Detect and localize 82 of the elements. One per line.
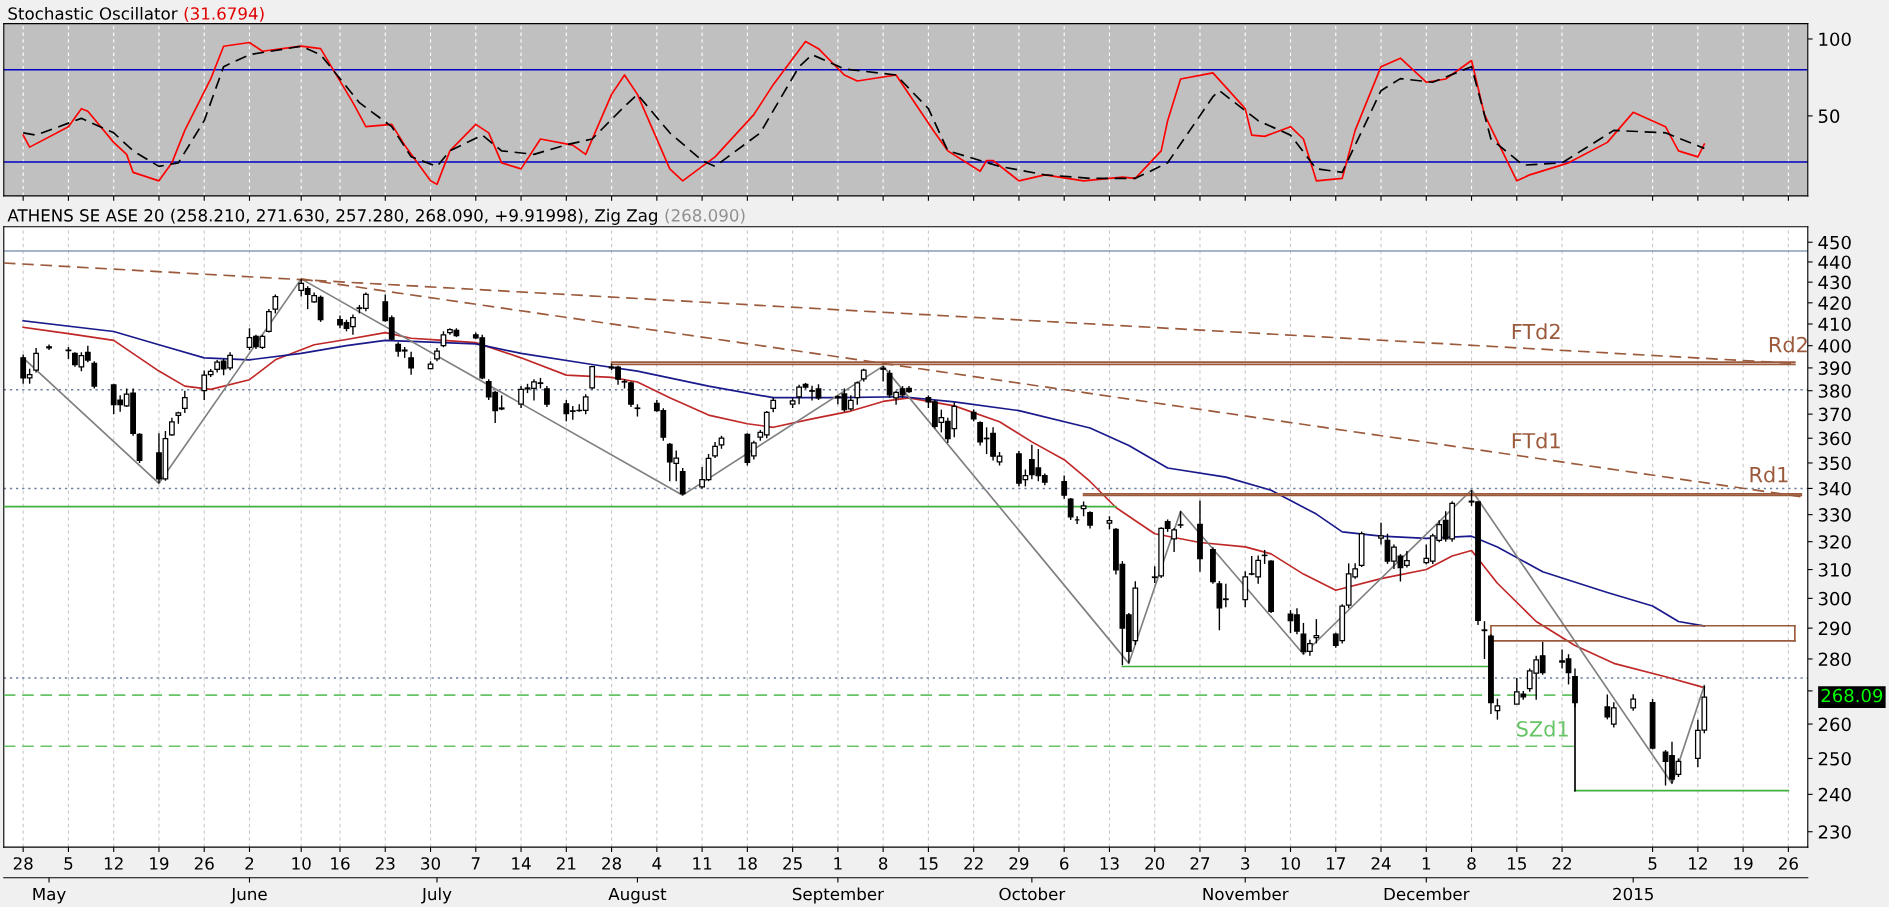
x-tick-label: 16: [331, 857, 350, 870]
x-tick-label: 7: [471, 857, 480, 870]
x-tick-label: 14: [512, 857, 531, 870]
annotation: FTd1: [1512, 432, 1560, 449]
y-tick-label: 450: [1818, 235, 1851, 250]
y-tick-label: 300: [1818, 591, 1851, 606]
x-tick-label: 26: [1778, 857, 1798, 870]
chart-subtitle: (268.090): [665, 208, 745, 224]
annotation: FTd2: [1512, 323, 1560, 340]
x-tick-label: 15: [1508, 857, 1526, 870]
x-tick-label: 6: [1060, 857, 1069, 870]
x-tick-label: 5: [64, 857, 73, 870]
y-tick-label: 440: [1818, 255, 1851, 270]
y-tick-label: 320: [1818, 535, 1851, 549]
x-tick-label: 28: [602, 857, 622, 870]
x2-tick-label: September: [792, 887, 884, 904]
x-tick-label: 18: [738, 857, 757, 870]
y-tick-label: 260: [1818, 717, 1851, 732]
text: 268.09: [1821, 688, 1883, 703]
x-tick-label: 1: [1422, 857, 1431, 870]
x-tick-label: 8: [878, 857, 888, 870]
y-tick-label: 400: [1818, 339, 1851, 353]
x2-tick-label: August: [608, 887, 667, 904]
x-tick-label: 10: [1281, 857, 1300, 870]
y-tick-label: 50: [1818, 109, 1840, 124]
x2-tick-label: July: [421, 887, 452, 904]
y-tick-label: 370: [1818, 407, 1851, 422]
y-tick-label: 410: [1818, 317, 1851, 332]
y-tick-label: 240: [1818, 787, 1851, 802]
y-tick-label: 330: [1818, 508, 1851, 522]
y-tick-label: 340: [1818, 481, 1851, 496]
y-tick-label: 360: [1818, 431, 1851, 446]
x2-tick-label: May: [33, 887, 66, 904]
x-tick-label: 12: [104, 857, 123, 870]
y-tick-label: 250: [1818, 751, 1851, 766]
x-tick-label: 15: [919, 857, 938, 870]
x2-tick-label: June: [230, 887, 267, 904]
x-tick-label: 5: [1648, 857, 1657, 870]
y-tick-label: 380: [1818, 384, 1851, 398]
x-tick-label: 23: [375, 857, 395, 870]
x-tick-label: 26: [194, 857, 214, 870]
y-tick-label: 290: [1818, 621, 1851, 636]
annotation: Rd1: [1750, 466, 1788, 483]
annotation: Rd2: [1769, 336, 1807, 353]
x-tick-label: 22: [964, 857, 983, 870]
x-tick-label: 21: [556, 857, 576, 870]
x-tick-label: 20: [1145, 857, 1165, 870]
x-tick-label: 28: [13, 857, 33, 870]
chart-title: Stochastic Oscillator: [8, 6, 178, 20]
x-tick-label: 10: [292, 857, 311, 870]
y-tick-label: 420: [1818, 296, 1851, 310]
y-tick-label: 230: [1818, 825, 1851, 839]
x2-tick-label: October: [999, 887, 1066, 901]
x-tick-label: 1: [834, 857, 842, 870]
x-tick-label: 29: [1009, 857, 1029, 870]
x-tick-label: 11: [693, 857, 712, 870]
x-tick-label: 3: [1241, 857, 1250, 870]
y-tick-label: 390: [1818, 361, 1851, 376]
x-tick-label: 2: [245, 857, 254, 870]
x-tick-label: 24: [1371, 857, 1391, 870]
x2-tick-label: 2015: [1613, 887, 1653, 901]
x-tick-label: 8: [1467, 857, 1476, 870]
x2-tick-label: November: [1203, 887, 1289, 901]
x-tick-label: 13: [1100, 857, 1119, 870]
y-tick-label: 280: [1818, 652, 1851, 667]
chart-subtitle: (31.6794): [184, 6, 264, 22]
x-tick-label: 30: [421, 857, 441, 870]
x-tick-label: 27: [1190, 857, 1210, 870]
x-tick-label: 17: [1326, 857, 1345, 870]
x-tick-label: 4: [652, 857, 662, 870]
chart-title: ATHENS SE ASE 20 (258.210, 271.630, 257.280, 268.090, +9.91998), Zig Zag: [7, 208, 657, 225]
x-tick-label: 19: [1734, 857, 1753, 870]
x-tick-label: 12: [1689, 857, 1707, 870]
x-tick-label: 19: [150, 857, 169, 870]
x2-tick-label: December: [1384, 887, 1470, 901]
x-tick-label: 22: [1552, 857, 1571, 870]
y-tick-label: 100: [1819, 32, 1851, 47]
y-tick-label: 350: [1818, 456, 1851, 471]
y-tick-label: 310: [1818, 563, 1851, 577]
annotation: SZd1: [1517, 720, 1568, 737]
y-tick-label: 430: [1818, 275, 1851, 290]
x-tick-label: 25: [783, 857, 802, 870]
